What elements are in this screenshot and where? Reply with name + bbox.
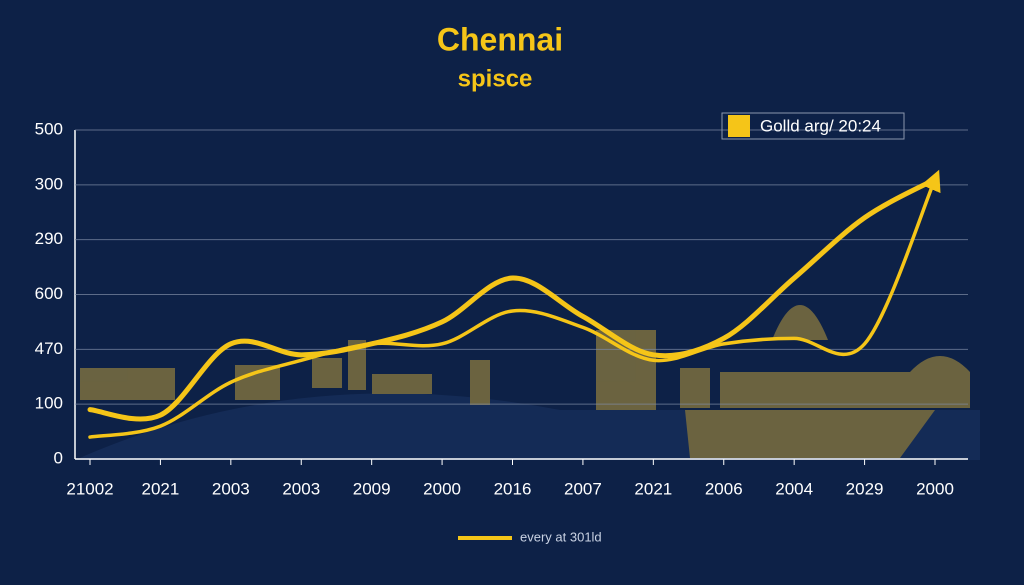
skyline xyxy=(75,305,980,460)
x-tick-label: 2009 xyxy=(353,479,391,498)
y-tick-label: 470 xyxy=(35,339,63,358)
x-tick-label: 2000 xyxy=(916,479,954,498)
y-tick-label: 0 xyxy=(54,448,63,467)
y-tick-label: 600 xyxy=(35,284,63,303)
y-tick-label: 500 xyxy=(35,119,63,138)
x-tick-label: 2021 xyxy=(142,479,180,498)
x-tick-label: 2000 xyxy=(423,479,461,498)
x-tick-label: 2016 xyxy=(494,479,532,498)
chart-title: Chennai xyxy=(437,21,563,57)
y-tick-label: 100 xyxy=(35,394,63,413)
line-series xyxy=(88,169,941,439)
x-tick-label: 2003 xyxy=(282,479,320,498)
legend-label: every at 301ld xyxy=(520,529,602,544)
legend-swatch xyxy=(728,115,750,137)
y-tick-label: 300 xyxy=(35,174,63,193)
chart-subtitle: spisce xyxy=(458,65,533,92)
x-tick-label: 2021 xyxy=(634,479,672,498)
legend-box xyxy=(721,112,905,140)
legend-label: Golld arg/ 20:24 xyxy=(760,116,881,135)
x-tick-label: 2007 xyxy=(564,479,602,498)
x-tick-label: 2003 xyxy=(212,479,250,498)
y-tick-label: 290 xyxy=(35,229,63,248)
x-tick-label: 2004 xyxy=(775,479,813,498)
x-tick-label: 2006 xyxy=(705,479,743,498)
line-series xyxy=(87,176,938,422)
x-tick-label: 2029 xyxy=(846,479,884,498)
x-tick-label: 21002 xyxy=(66,479,113,498)
